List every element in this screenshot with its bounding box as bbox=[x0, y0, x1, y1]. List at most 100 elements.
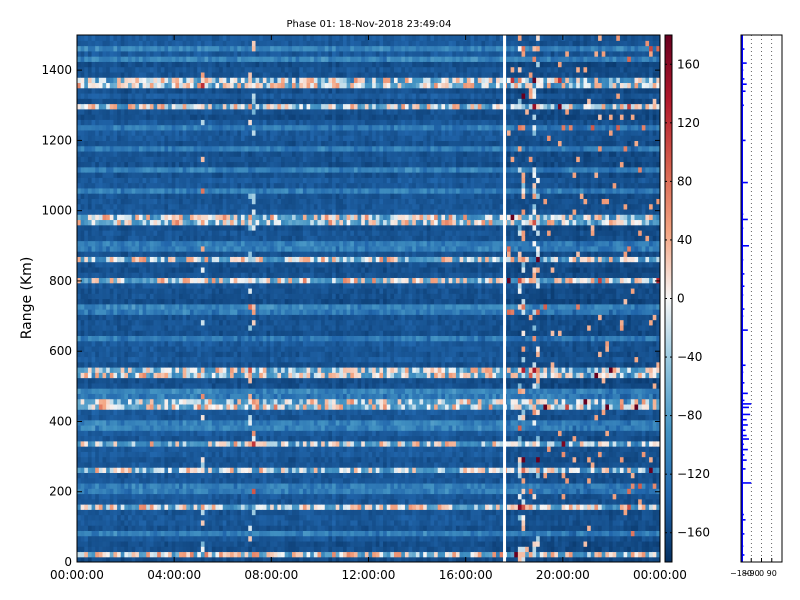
heatmap-cell bbox=[200, 498, 206, 505]
heatmap-cell bbox=[240, 66, 246, 73]
heatmap-cell bbox=[237, 424, 242, 431]
heatmap-cell bbox=[244, 393, 249, 400]
heatmap-cell bbox=[168, 119, 173, 126]
heatmap-cell bbox=[171, 367, 176, 373]
heatmap-cell bbox=[95, 509, 100, 516]
heatmap-cell bbox=[222, 430, 227, 437]
heatmap-cell bbox=[237, 430, 242, 437]
heatmap-cell bbox=[193, 388, 198, 394]
heatmap-cell bbox=[200, 177, 206, 184]
heatmap-cell bbox=[175, 193, 180, 199]
heatmap-cell bbox=[124, 293, 129, 300]
heatmap-cell bbox=[149, 98, 155, 105]
heatmap-cell bbox=[80, 219, 85, 226]
heatmap-cell bbox=[131, 467, 136, 474]
heatmap-cell bbox=[128, 150, 133, 157]
heatmap-cell bbox=[186, 82, 191, 89]
heatmap-cell bbox=[211, 182, 217, 189]
heatmap-cell bbox=[171, 240, 176, 247]
heatmap-cell bbox=[153, 403, 158, 410]
heatmap-cell bbox=[91, 35, 96, 41]
heatmap-cell bbox=[128, 71, 133, 78]
heatmap-cell bbox=[146, 266, 151, 273]
heatmap-cell bbox=[157, 272, 162, 279]
heatmap-cell bbox=[208, 140, 213, 147]
heatmap-cell bbox=[237, 172, 242, 178]
heatmap-cell bbox=[135, 140, 140, 147]
heatmap-cell bbox=[171, 414, 176, 421]
heatmap-cell bbox=[179, 82, 184, 89]
heatmap-cell bbox=[102, 98, 107, 105]
heatmap-cell bbox=[230, 388, 235, 394]
heatmap-cell bbox=[171, 108, 176, 115]
heatmap-cell bbox=[146, 551, 151, 558]
heatmap-cell bbox=[91, 77, 96, 84]
heatmap-cell bbox=[168, 172, 173, 178]
heatmap-cell bbox=[186, 45, 191, 52]
heatmap-cell bbox=[153, 535, 158, 542]
heatmap-cell bbox=[80, 272, 85, 279]
heatmap-cell bbox=[77, 488, 82, 495]
heatmap-cell bbox=[197, 345, 202, 352]
heatmap-cell bbox=[211, 50, 217, 57]
heatmap-cell bbox=[248, 546, 253, 553]
heatmap-cell bbox=[248, 277, 253, 284]
heatmap-cell bbox=[240, 546, 246, 553]
heatmap-cell bbox=[237, 124, 242, 131]
heatmap-cell bbox=[219, 424, 224, 431]
heatmap-cell bbox=[208, 108, 213, 115]
heatmap-cell bbox=[230, 324, 235, 331]
heatmap-cell bbox=[230, 161, 235, 168]
heatmap-cell bbox=[215, 356, 220, 363]
heatmap-cell bbox=[197, 119, 202, 126]
heatmap-cell bbox=[135, 282, 140, 289]
heatmap-cell bbox=[77, 409, 82, 416]
heatmap-cell bbox=[87, 525, 93, 531]
heatmap-cell bbox=[175, 219, 180, 226]
heatmap-cell bbox=[109, 435, 115, 442]
heatmap-cell bbox=[113, 45, 118, 52]
heatmap-cell bbox=[135, 409, 140, 416]
heatmap-cell bbox=[117, 509, 122, 516]
heatmap-cell bbox=[240, 135, 246, 141]
heatmap-cell bbox=[102, 203, 107, 210]
heatmap-cell bbox=[98, 488, 104, 495]
heatmap-cell bbox=[131, 266, 136, 273]
heatmap-cell bbox=[237, 330, 242, 336]
heatmap-cell bbox=[189, 482, 195, 489]
heatmap-cell bbox=[135, 361, 140, 368]
heatmap-cell bbox=[138, 345, 144, 352]
heatmap-cell bbox=[230, 87, 235, 94]
heatmap-cell bbox=[157, 403, 162, 410]
heatmap-cell bbox=[204, 298, 209, 305]
heatmap-cell bbox=[211, 309, 217, 315]
heatmap-cell bbox=[189, 98, 195, 105]
heatmap-cell bbox=[248, 309, 253, 315]
heatmap-cell bbox=[113, 166, 118, 173]
heatmap-cell bbox=[230, 382, 235, 389]
heatmap-cell bbox=[84, 193, 89, 199]
heatmap-cell bbox=[233, 156, 238, 163]
heatmap-cell bbox=[80, 266, 85, 273]
heatmap-cell bbox=[197, 256, 202, 263]
heatmap-cell bbox=[138, 198, 144, 205]
heatmap-cell bbox=[175, 440, 180, 447]
heatmap-cell bbox=[168, 129, 173, 136]
heatmap-cell bbox=[102, 456, 107, 463]
heatmap-cell bbox=[230, 45, 235, 52]
heatmap-cell bbox=[128, 108, 133, 115]
heatmap-cell bbox=[197, 509, 202, 516]
heatmap-cell bbox=[204, 509, 209, 516]
heatmap-cell bbox=[240, 477, 246, 484]
heatmap-cell bbox=[189, 298, 195, 305]
heatmap-cell bbox=[135, 551, 140, 558]
heatmap-cell bbox=[179, 393, 184, 400]
heatmap-cell bbox=[244, 382, 249, 389]
heatmap-cell bbox=[142, 177, 147, 184]
heatmap-cell bbox=[128, 530, 133, 537]
heatmap-cell bbox=[219, 324, 224, 331]
heatmap-cell bbox=[95, 419, 100, 426]
heatmap-cell bbox=[226, 140, 231, 147]
heatmap-cell bbox=[226, 403, 231, 410]
heatmap-cell bbox=[222, 319, 227, 326]
